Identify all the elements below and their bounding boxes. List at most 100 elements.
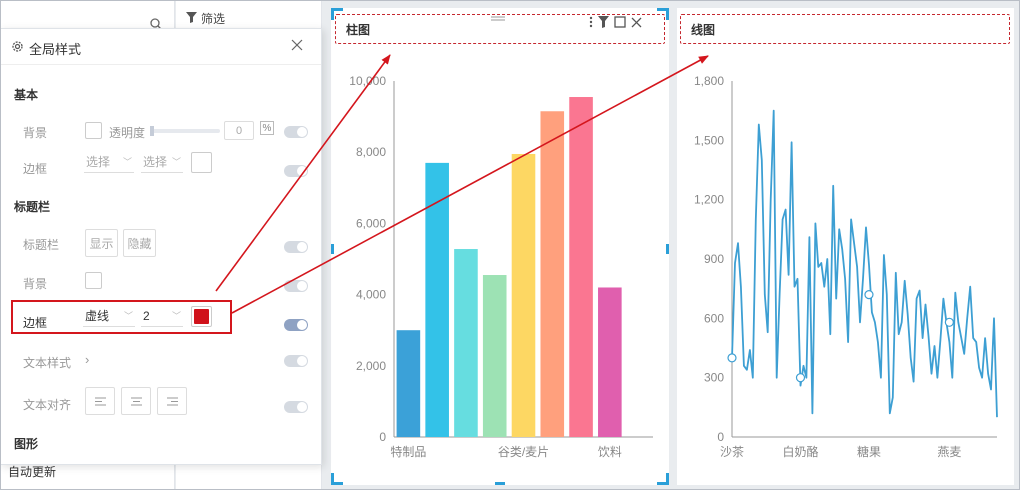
y-tick-label: 1,200 xyxy=(694,193,724,207)
panel-header: 全局样式 xyxy=(1,29,321,65)
background-checkbox[interactable] xyxy=(85,122,102,139)
bar xyxy=(511,153,536,438)
y-tick-label: 300 xyxy=(704,371,724,385)
border-width-select[interactable]: 选择 ﹀ xyxy=(141,151,183,173)
panel-title: 全局样式 xyxy=(29,42,82,57)
border-color-swatch[interactable] xyxy=(191,152,212,173)
y-tick-label: 0 xyxy=(379,430,386,444)
x-tick-label: 燕麦 xyxy=(937,445,961,459)
x-tick-label: 谷类/麦片 xyxy=(498,445,549,459)
text-style-label: 文本样式 xyxy=(23,356,72,370)
x-tick-label: 饮料 xyxy=(598,445,622,459)
titlebar-toggle[interactable] xyxy=(284,241,308,253)
border-style-select-value: 选择 xyxy=(86,155,111,169)
close-icon[interactable] xyxy=(631,17,642,31)
y-tick-label: 1,500 xyxy=(694,133,724,147)
bar xyxy=(569,97,593,438)
x-tick-label: 白奶酪 xyxy=(782,444,818,459)
text-style-toggle[interactable] xyxy=(284,355,308,367)
y-tick-label: 10,000 xyxy=(349,74,386,88)
y-tick-label: 6,000 xyxy=(356,216,386,230)
border-width-select-value: 选择 xyxy=(143,155,168,169)
titlebar-border-width-select[interactable]: 2 ﹀ xyxy=(141,305,183,327)
global-style-panel: 全局样式 基本 背景 透明度 0 % 边框 选择 ﹀ 选择 ﹀ 标题栏 标题栏 显示… xyxy=(0,28,322,465)
titlebar-border-label: 边框 xyxy=(23,316,48,330)
hide-button[interactable]: 隐藏 xyxy=(123,229,156,257)
titlebar-label: 标题栏 xyxy=(23,238,60,252)
bar-chart-card[interactable]: 柱图 0 2,000 4,000 6,000 8,000 10,000 特制品 谷类/麦片 饮料 xyxy=(331,8,669,485)
series-line xyxy=(731,109,998,418)
bar xyxy=(454,249,478,437)
chevron-down-icon: ﹀ xyxy=(171,311,181,321)
titlebar-background-checkbox[interactable] xyxy=(85,272,102,289)
show-button[interactable]: 显示 xyxy=(85,229,118,257)
titlebar-border-width-value: 2 xyxy=(143,308,150,323)
line-chart-card[interactable]: 线图 0 300 600 900 1,200 1,500 1,800 沙茶 白奶酪 糖果 燕麦 xyxy=(677,8,1014,485)
section-titlebar: 标题栏 xyxy=(14,200,51,214)
background-toggle[interactable] xyxy=(284,126,308,138)
opacity-slider-thumb[interactable] xyxy=(150,126,154,136)
titlebar-background-label: 背景 xyxy=(23,277,48,291)
close-icon[interactable] xyxy=(291,39,303,54)
section-basic: 基本 xyxy=(14,88,39,102)
opacity-slider[interactable] xyxy=(150,126,220,136)
opacity-label: 透明度 xyxy=(109,126,146,140)
align-right-icon xyxy=(166,397,178,405)
chevron-down-icon: ﹀ xyxy=(123,311,133,321)
chevron-right-icon[interactable]: › xyxy=(85,352,90,367)
y-tick-label: 0 xyxy=(717,430,724,444)
titlebar-background-toggle[interactable] xyxy=(284,280,308,292)
border-style-select[interactable]: 选择 ﹀ xyxy=(84,151,134,173)
filter-icon[interactable] xyxy=(598,16,609,31)
section-shape: 图形 xyxy=(14,437,39,451)
opacity-input[interactable]: 0 xyxy=(224,121,254,140)
align-center-button[interactable] xyxy=(121,387,151,415)
filter-icon xyxy=(186,11,197,26)
bar xyxy=(598,287,622,437)
align-left-icon xyxy=(94,397,106,405)
bar-chart: 0 2,000 4,000 6,000 8,000 10,000 特制品 谷类/麦片 饮料 xyxy=(349,74,653,459)
data-point xyxy=(864,290,874,300)
auto-update-label[interactable]: 自动更新 xyxy=(8,465,57,479)
bar-chart-title-bar[interactable]: 柱图 xyxy=(335,14,665,44)
titlebar-border-style-select[interactable]: 虚线 ﹀ xyxy=(83,305,135,327)
border-toggle[interactable] xyxy=(284,165,308,177)
text-align-toggle[interactable] xyxy=(284,401,308,413)
resize-handle[interactable] xyxy=(495,482,505,485)
highlight-box xyxy=(11,300,232,334)
line-chart-title-bar[interactable]: 线图 xyxy=(680,14,1010,44)
resize-handle[interactable] xyxy=(666,244,669,254)
y-tick-label: 900 xyxy=(704,252,724,266)
y-tick-label: 1,800 xyxy=(694,74,724,88)
chevron-down-icon: ﹀ xyxy=(171,157,181,167)
titlebar-border-color-swatch[interactable] xyxy=(191,306,212,327)
align-left-button[interactable] xyxy=(85,387,115,415)
x-tick-label: 特制品 xyxy=(390,444,426,459)
border-label: 边框 xyxy=(23,162,48,176)
maximize-icon[interactable] xyxy=(614,16,626,31)
bar-chart-title: 柱图 xyxy=(346,22,371,37)
align-center-icon xyxy=(130,397,142,405)
resize-corner[interactable] xyxy=(331,473,343,485)
chevron-down-icon: ﹀ xyxy=(122,157,132,167)
y-tick-label: 2,000 xyxy=(356,359,386,373)
resize-handle[interactable] xyxy=(331,244,334,254)
filter-header[interactable]: 筛选 xyxy=(186,10,225,27)
align-right-button[interactable] xyxy=(157,387,187,415)
titlebar-border-toggle[interactable] xyxy=(284,319,308,331)
line-chart: 0 300 600 900 1,200 1,500 1,800 沙茶 白奶酪 糖果 燕麦 xyxy=(694,74,998,459)
resize-corner[interactable] xyxy=(331,8,343,20)
y-tick-label: 600 xyxy=(704,311,724,325)
resize-corner[interactable] xyxy=(657,473,669,485)
titlebar-border-style-value: 虚线 xyxy=(85,309,110,323)
data-point xyxy=(795,373,806,383)
more-icon[interactable] xyxy=(589,16,593,31)
bar xyxy=(425,162,449,437)
resize-corner[interactable] xyxy=(657,8,669,20)
text-align-label: 文本对齐 xyxy=(23,398,72,412)
bar xyxy=(540,111,565,437)
y-tick-label: 4,000 xyxy=(356,288,386,302)
drag-handle-icon[interactable] xyxy=(491,11,505,21)
gear-icon xyxy=(11,40,24,56)
data-point xyxy=(727,353,737,363)
